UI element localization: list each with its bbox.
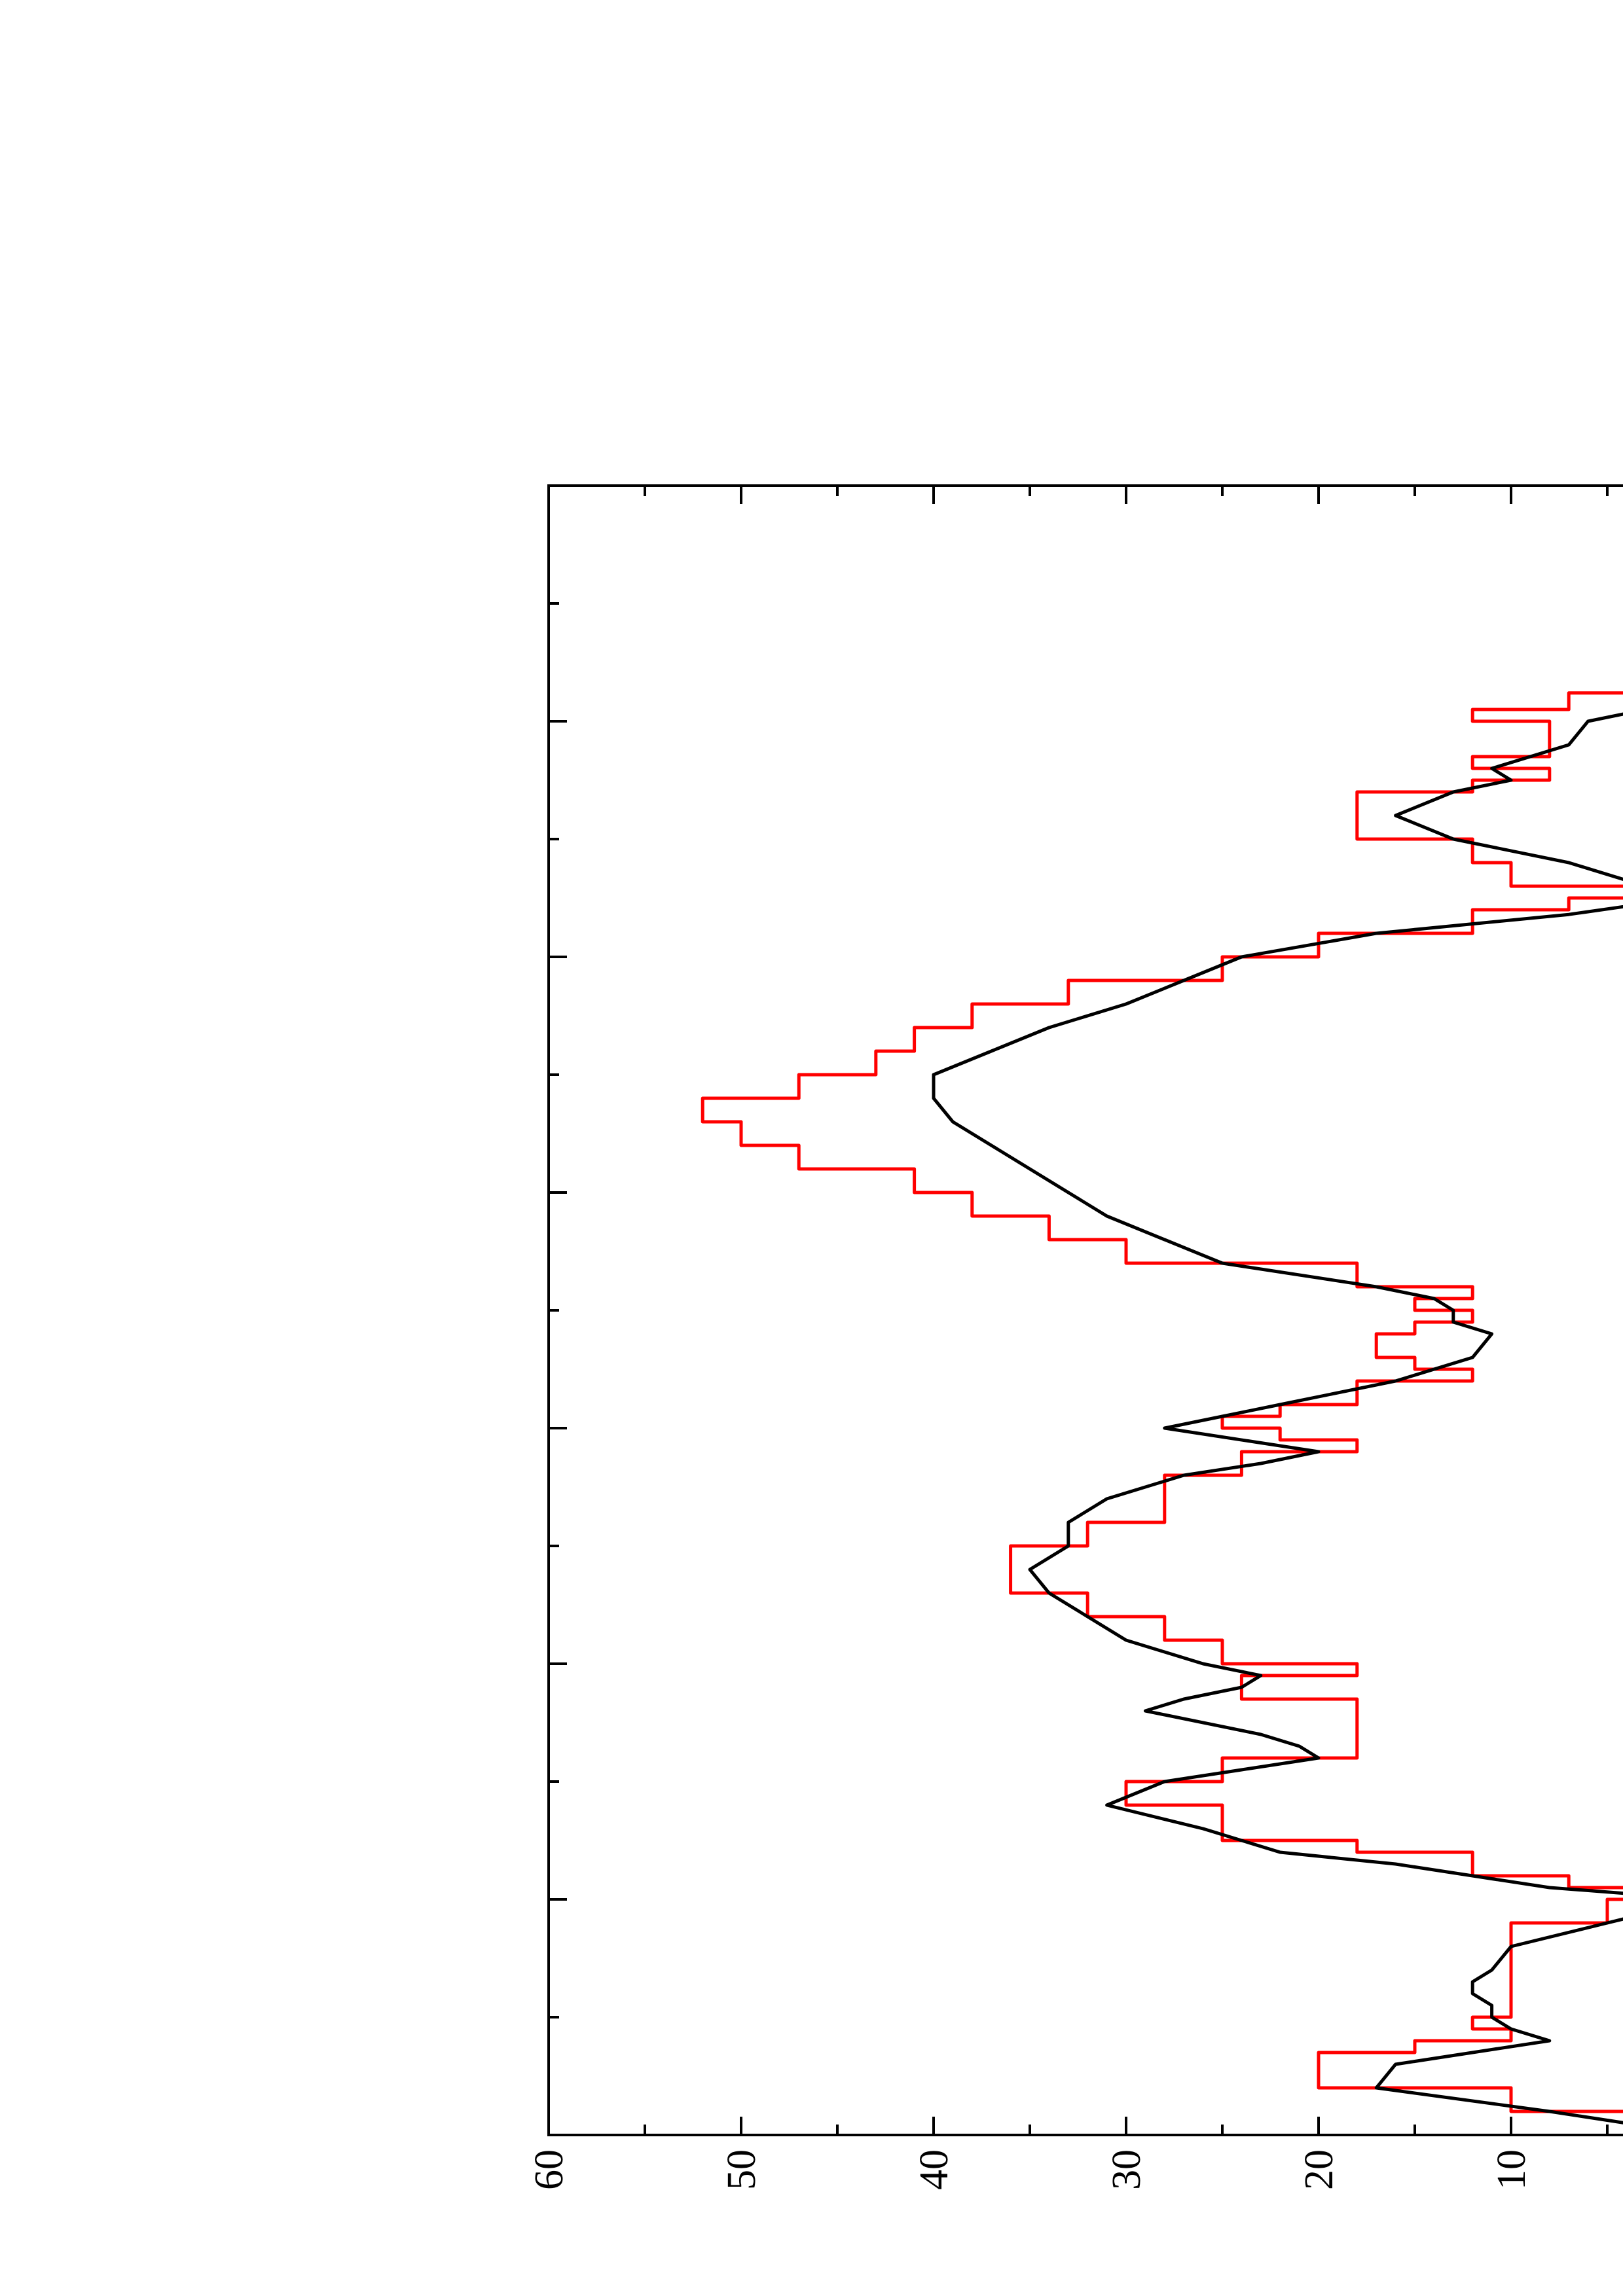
y-tick-label: 40	[912, 2149, 957, 2190]
y-tick-label: 10	[1489, 2149, 1534, 2190]
series-layer	[701, 691, 1623, 2137]
y-tick-label: 30	[1104, 2149, 1149, 2190]
series-line-2	[932, 696, 1623, 2137]
y-tick-label: 50	[720, 2149, 764, 2190]
y-tick-labels: 0102030405060	[527, 2149, 1534, 2190]
series-line-1	[701, 691, 1623, 2135]
y-tick-label: 60	[527, 2149, 572, 2190]
y-tick-label: 20	[1297, 2149, 1341, 2190]
rotated-plot: 0100200300400500600700 0102030405060	[527, 484, 1623, 2190]
ticks-layer	[549, 486, 1609, 2135]
